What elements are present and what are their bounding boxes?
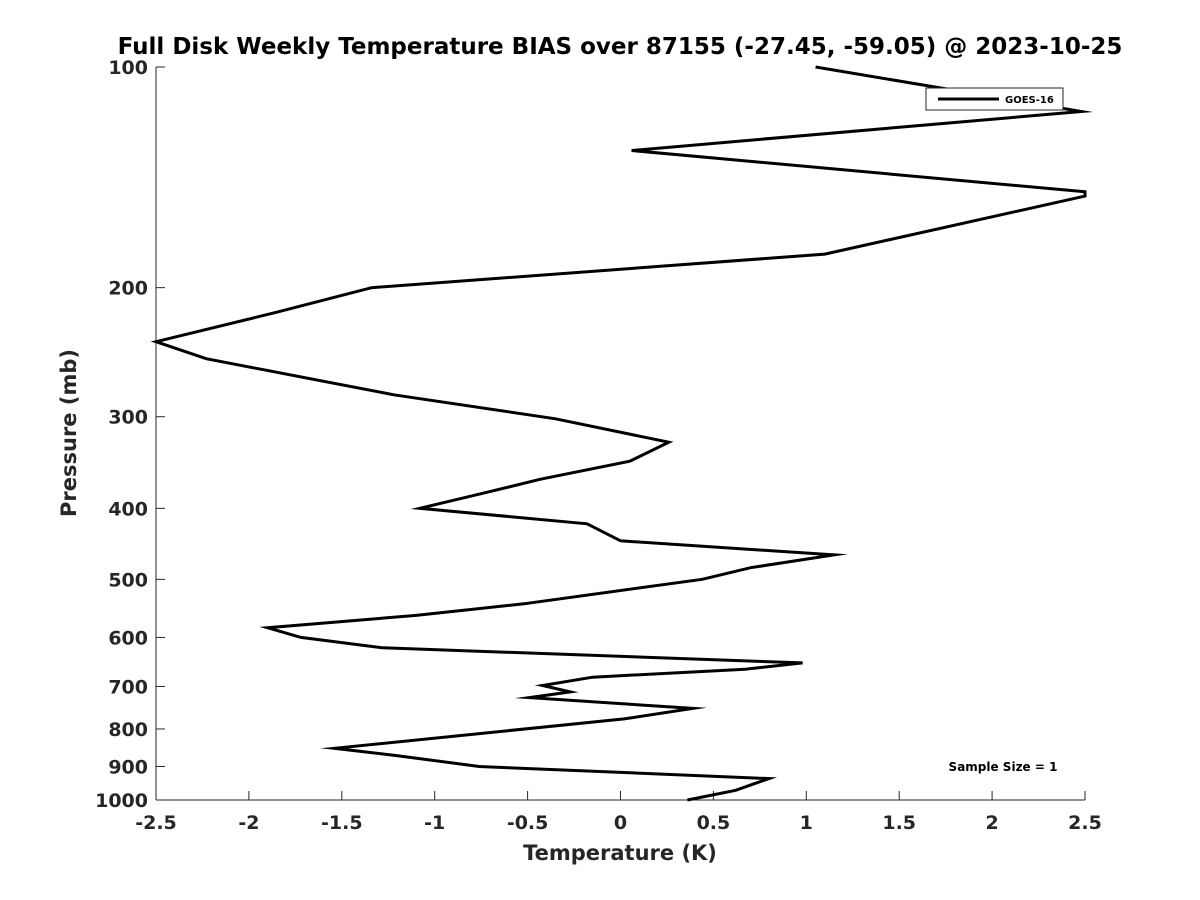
chart-title: Full Disk Weekly Temperature BIAS over 8… — [118, 34, 1123, 60]
series-line-goes-16 — [150, 65, 1094, 802]
y-axis-label: Pressure (mb) — [57, 349, 81, 517]
x-tick-label: -0.5 — [507, 812, 549, 834]
x-tick-label: -1.5 — [321, 812, 363, 834]
sample-size-annotation: Sample Size = 1 — [949, 760, 1058, 774]
x-tick-label: -1 — [424, 812, 445, 834]
x-tick-label: 0.5 — [697, 812, 731, 834]
legend-label-goes-16: GOES-16 — [1005, 95, 1054, 106]
y-tick-label: 600 — [108, 627, 148, 649]
y-tick-label: 100 — [108, 57, 148, 79]
x-axis-label: Temperature (K) — [523, 841, 717, 865]
y-tick-label: 400 — [108, 498, 148, 520]
x-tick-label: -2 — [238, 812, 259, 834]
series-group — [150, 65, 1094, 802]
y-tick-label: 700 — [108, 676, 148, 698]
x-tick-label: 0 — [614, 812, 627, 834]
x-tick-label: 2.5 — [1068, 812, 1102, 834]
x-ticks: -2.5 -2 -1.5 -1 -0.5 0 0.5 1 1.5 2 2.5 — [135, 791, 1102, 834]
y-tick-label: 900 — [108, 756, 148, 778]
y-tick-label: 800 — [108, 719, 148, 741]
x-tick-label: -2.5 — [135, 812, 177, 834]
legend: GOES-16 — [925, 87, 1064, 111]
y-tick-label: 1000 — [95, 790, 148, 812]
y-tick-label: 500 — [108, 569, 148, 591]
x-tick-label: 1 — [800, 812, 813, 834]
y-tick-label: 300 — [108, 407, 148, 429]
y-ticks: 100 200 300 400 500 600 700 800 900 1000 — [95, 57, 165, 812]
x-tick-label: 1.5 — [882, 812, 916, 834]
x-tick-label: 2 — [985, 812, 998, 834]
y-tick-label: 200 — [108, 278, 148, 300]
